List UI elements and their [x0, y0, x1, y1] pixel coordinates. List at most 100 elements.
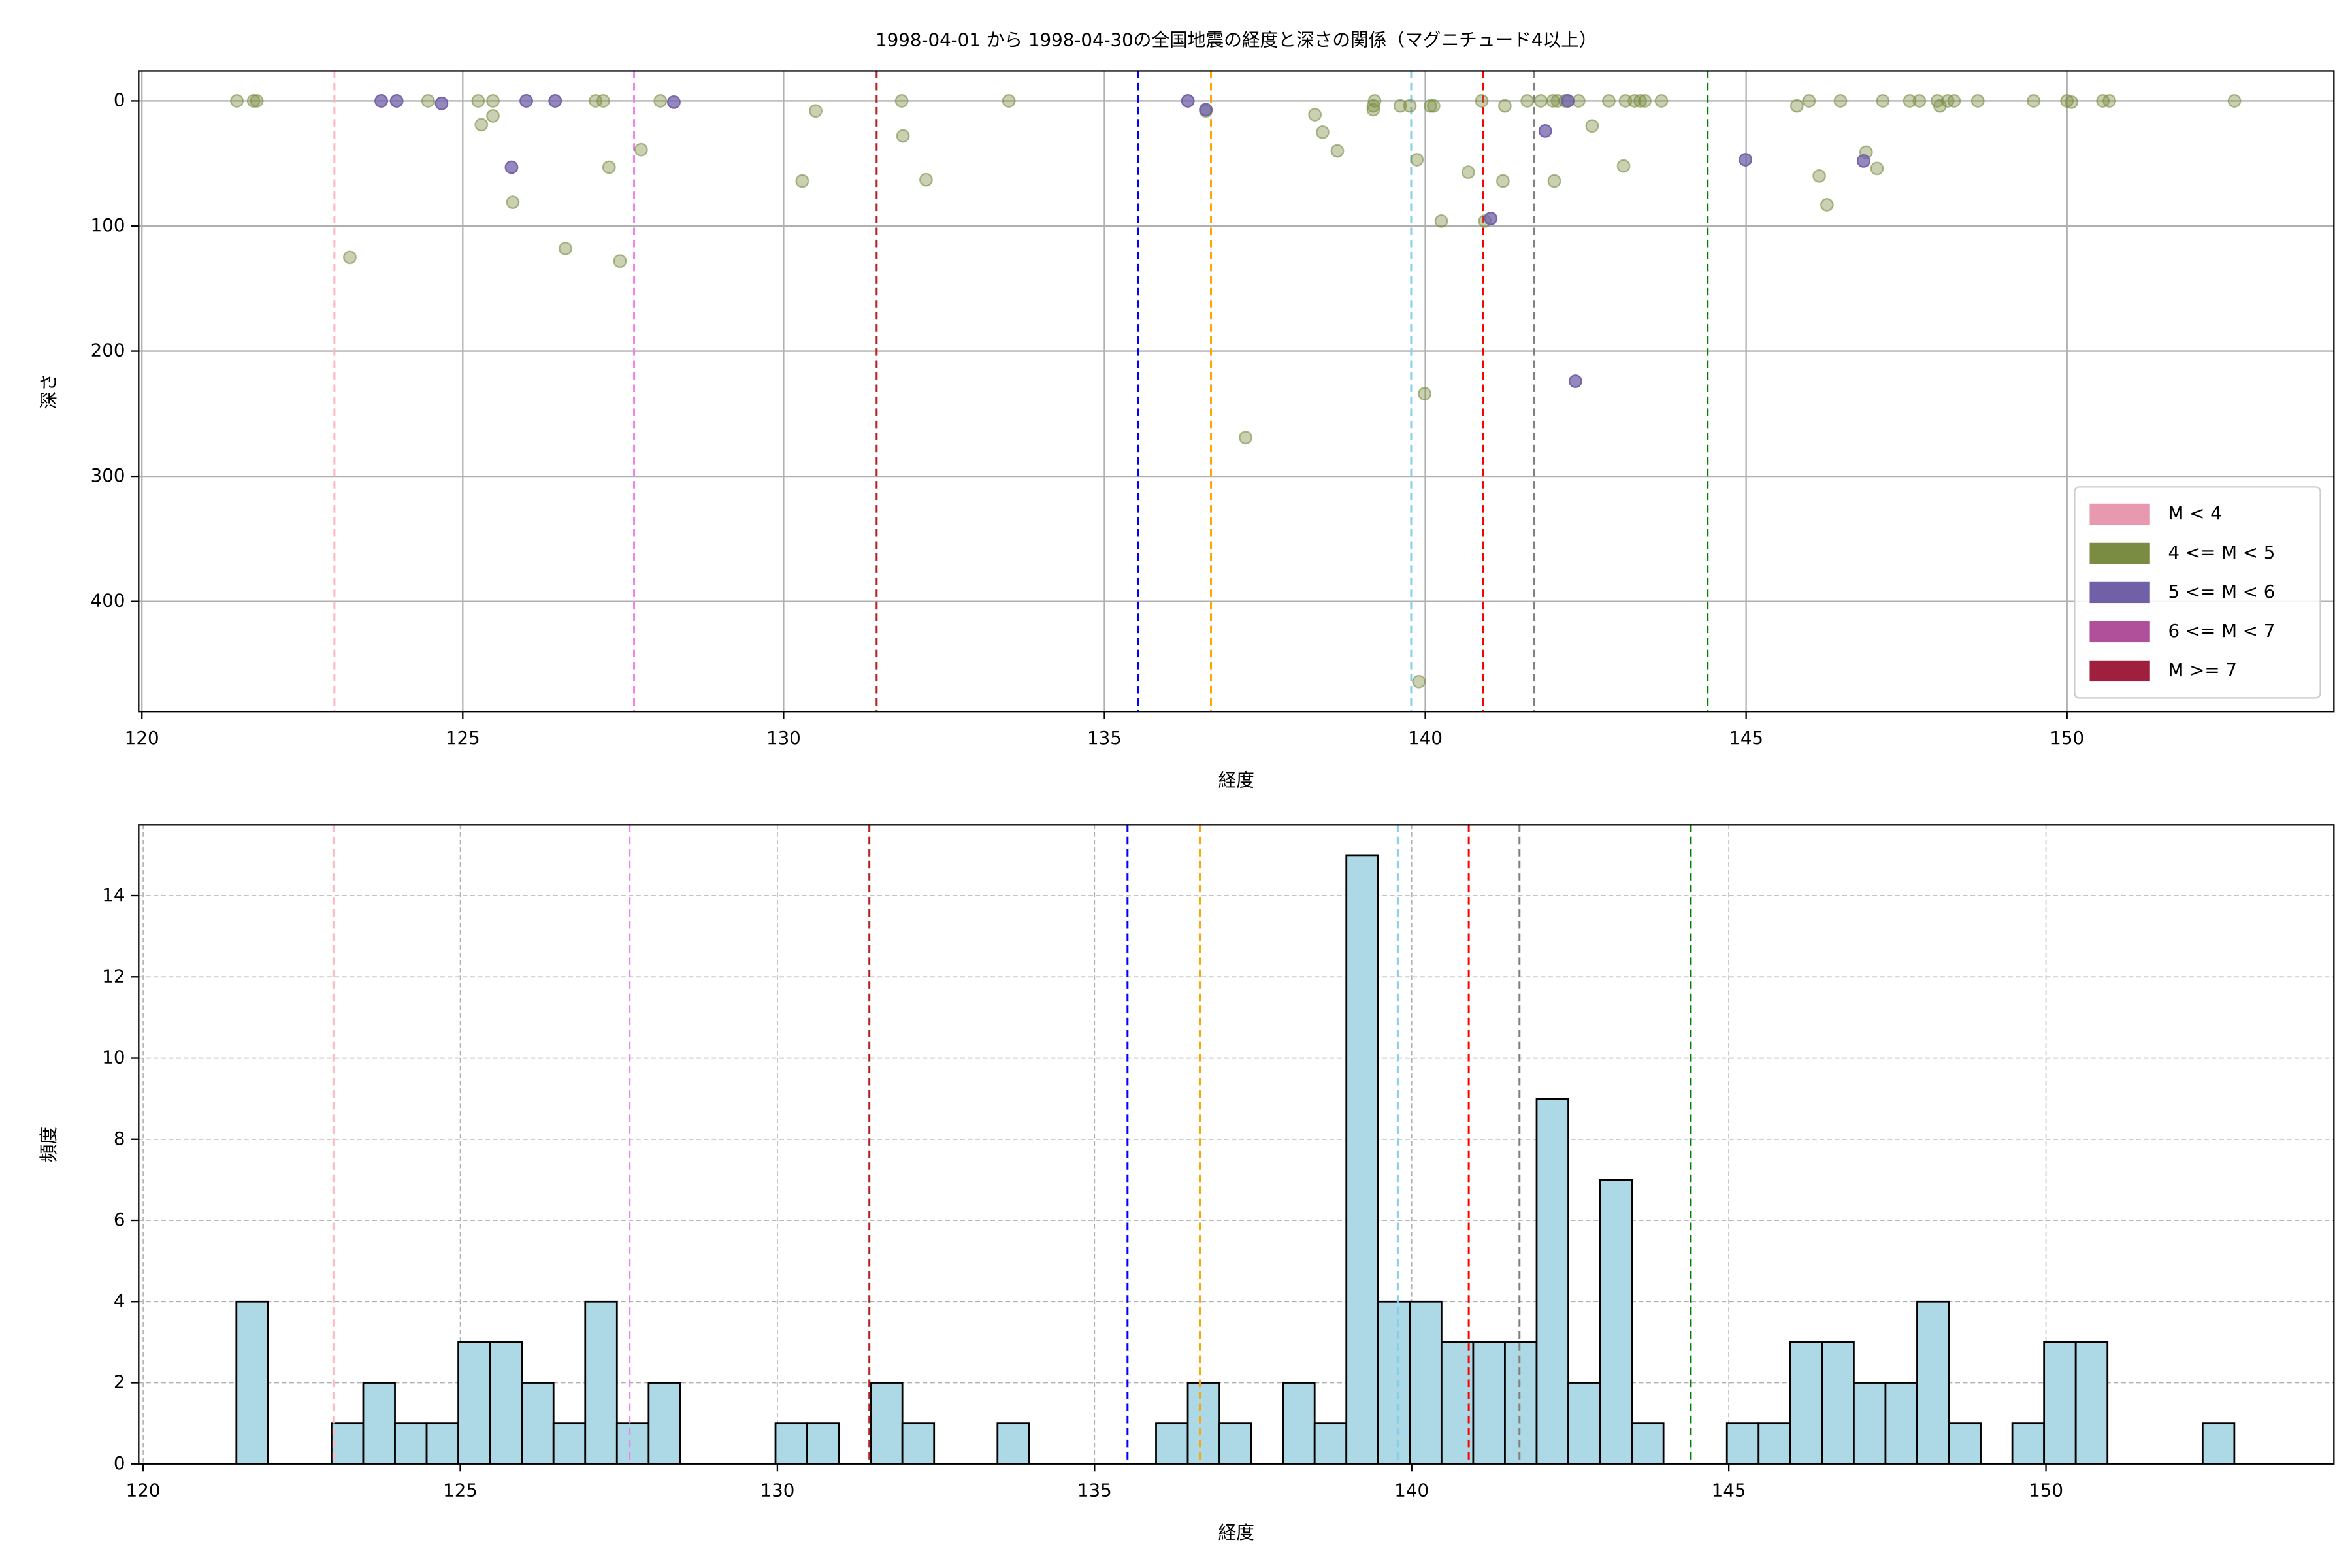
- data-point: [1616, 159, 1631, 173]
- data-point: [919, 172, 933, 187]
- histogram-bar: [457, 1341, 491, 1464]
- histogram-bar: [521, 1382, 555, 1464]
- data-point: [519, 94, 533, 108]
- histogram-bar: [2074, 1341, 2109, 1464]
- data-point: [343, 250, 357, 265]
- data-point: [486, 109, 500, 123]
- data-point: [1970, 94, 1985, 108]
- data-point: [795, 174, 809, 188]
- data-point: [230, 94, 244, 108]
- histogram-bar: [2201, 1422, 2236, 1464]
- histogram-bar: [1535, 1098, 1569, 1464]
- x-tick-label: 125: [446, 727, 480, 749]
- x-tick-label: 125: [443, 1479, 478, 1501]
- legend-swatch: [2089, 542, 2150, 564]
- data-point: [471, 94, 485, 108]
- legend-label: M < 4: [2168, 502, 2221, 524]
- plot-area: [139, 825, 2334, 1464]
- data-point: [634, 142, 648, 157]
- data-point: [667, 95, 681, 109]
- axes-frame: [138, 70, 2335, 713]
- histogram-bar: [1218, 1422, 1252, 1464]
- data-point: [1410, 153, 1424, 167]
- histogram-bar: [1599, 1179, 1633, 1464]
- histogram-bar: [235, 1300, 269, 1464]
- histogram-bar: [2043, 1341, 2077, 1464]
- histogram-bar: [870, 1382, 904, 1464]
- y-tick-label: 0: [114, 1452, 125, 1474]
- data-point: [1812, 169, 1826, 183]
- histogram-bar: [806, 1422, 840, 1464]
- data-point: [1330, 144, 1345, 158]
- data-point: [1912, 94, 1927, 108]
- histogram-bar: [647, 1382, 681, 1464]
- chart-title: 1998-04-01 から 1998-04-30の全国地震の経度と深さの関係（マ…: [875, 29, 1597, 50]
- data-point: [434, 96, 449, 110]
- x-tick-label: 150: [2029, 1479, 2063, 1501]
- histogram-bar: [1567, 1382, 1601, 1464]
- histogram-bar: [584, 1300, 618, 1464]
- data-point: [653, 94, 668, 108]
- data-point: [1475, 94, 1489, 108]
- legend-label: M >= 7: [2168, 659, 2237, 681]
- histogram-bar: [1916, 1300, 1950, 1464]
- data-point: [559, 242, 572, 255]
- legend-label: 6 <= M < 7: [2168, 620, 2275, 642]
- x-axis-label: 経度: [1218, 769, 1254, 791]
- histogram-bar: [1757, 1422, 1791, 1464]
- data-point: [1833, 94, 1848, 108]
- data-point: [548, 94, 563, 108]
- x-tick-label: 135: [1087, 727, 1122, 749]
- data-point: [1903, 94, 1917, 108]
- histogram-bar: [489, 1341, 523, 1464]
- histogram-bar: [615, 1422, 650, 1464]
- x-axis-label: 経度: [1218, 1522, 1254, 1543]
- y-tick-label: 200: [91, 340, 125, 361]
- y-axis-label: 頻度: [38, 1126, 59, 1162]
- x-tick-label: 120: [126, 1479, 161, 1501]
- x-tick-label: 150: [2050, 727, 2084, 749]
- histogram-bar: [1345, 854, 1379, 1464]
- data-point: [250, 94, 264, 108]
- data-point: [1316, 125, 1330, 139]
- histogram-bar: [1821, 1341, 1855, 1464]
- y-tick-label: 400: [91, 590, 125, 612]
- data-point: [2027, 94, 2041, 108]
- plot-area: [139, 71, 2334, 712]
- histogram-bar: [996, 1422, 1030, 1464]
- y-tick-label: 100: [91, 214, 125, 236]
- data-point: [1412, 674, 1426, 689]
- data-point: [1870, 161, 1884, 176]
- legend-swatch: [2089, 503, 2150, 525]
- data-point: [1461, 165, 1475, 180]
- data-point: [1654, 94, 1669, 108]
- data-point: [613, 254, 627, 269]
- data-point: [1181, 94, 1195, 108]
- data-point: [1426, 99, 1441, 113]
- data-point: [1002, 94, 1016, 108]
- x-tick-label: 130: [760, 1479, 794, 1501]
- data-point: [1561, 94, 1575, 108]
- data-point: [1520, 94, 1535, 108]
- histogram-bar: [1282, 1382, 1316, 1464]
- data-point: [596, 94, 610, 108]
- data-point: [374, 94, 388, 108]
- y-tick-label: 2: [114, 1371, 125, 1393]
- data-point: [1418, 387, 1431, 401]
- data-point: [602, 160, 616, 174]
- data-point: [1638, 94, 1652, 108]
- data-point: [1403, 99, 1417, 113]
- histogram-bar: [1631, 1422, 1665, 1464]
- data-point: [1367, 94, 1382, 108]
- data-point: [474, 118, 489, 132]
- histogram-bar: [774, 1422, 808, 1464]
- histogram-bar: [425, 1422, 459, 1464]
- data-point: [1199, 103, 1213, 117]
- data-point: [1876, 94, 1890, 108]
- data-point: [1538, 124, 1552, 138]
- legend-box: [2074, 486, 2321, 699]
- x-tick-label: 130: [766, 727, 801, 749]
- histogram-bar: [901, 1422, 936, 1464]
